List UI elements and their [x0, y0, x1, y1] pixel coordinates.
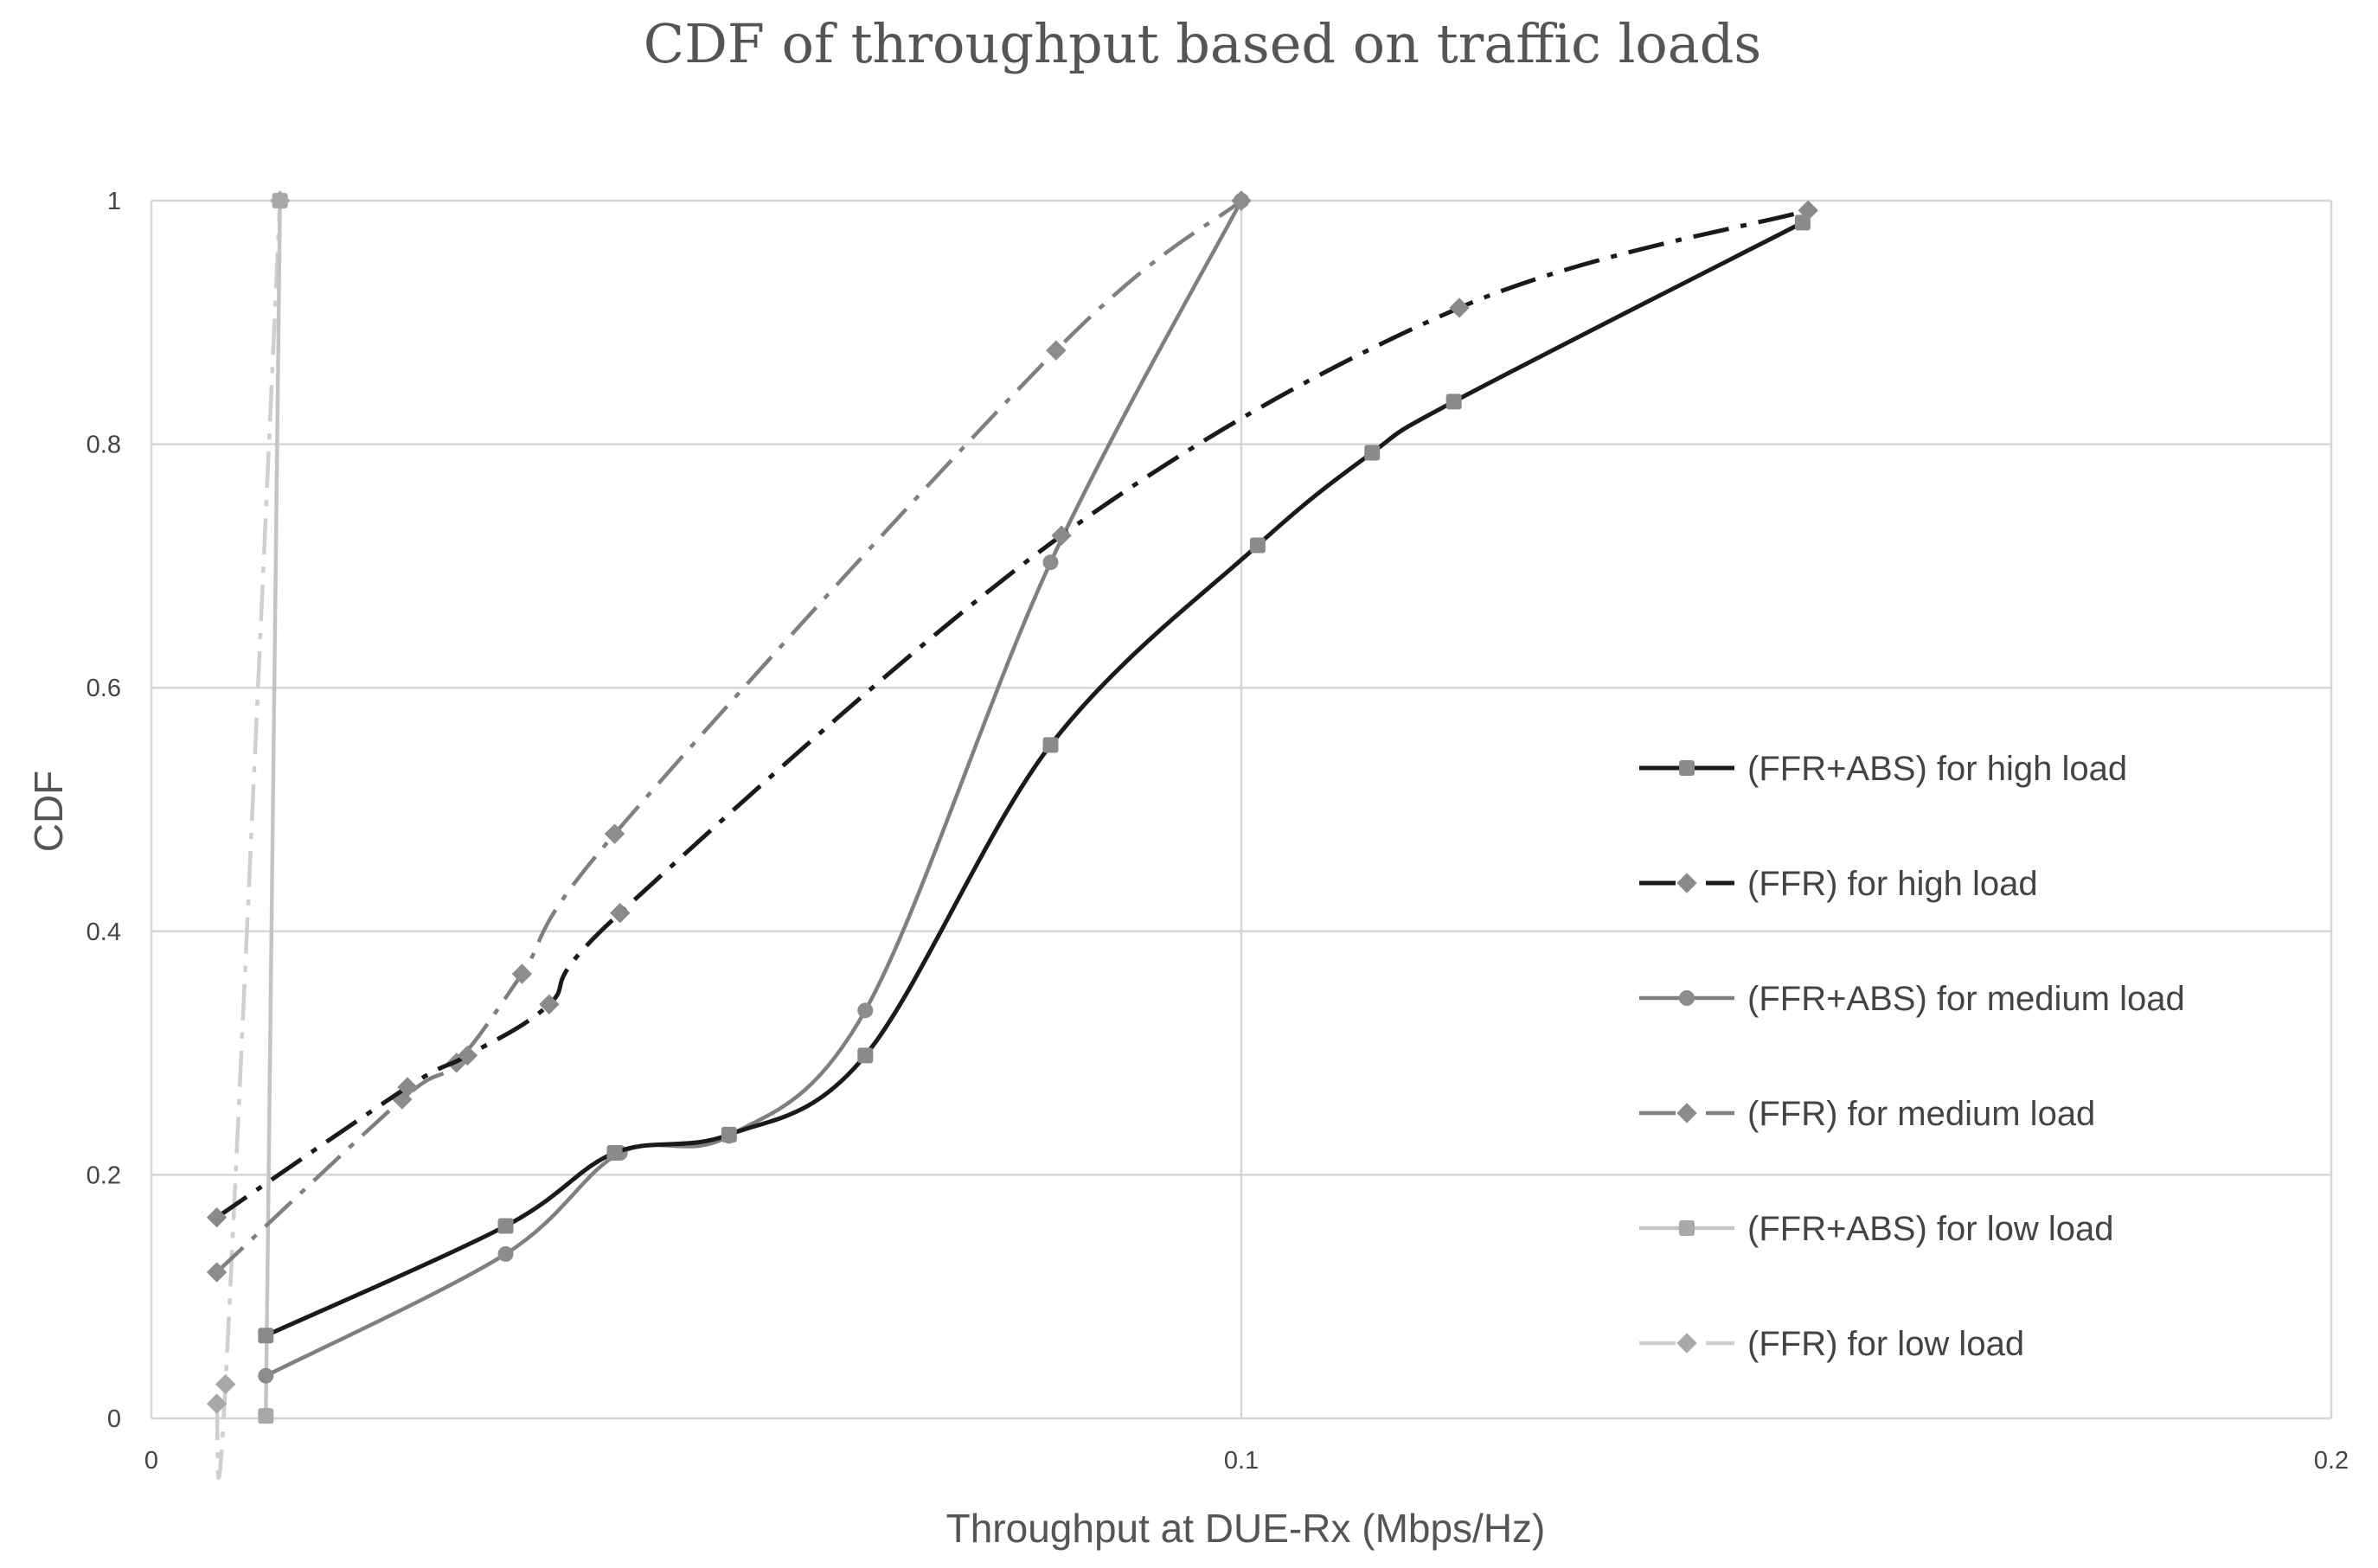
- data-point: [1042, 737, 1059, 753]
- data-point: [258, 1408, 274, 1424]
- legend-marker: [1676, 1333, 1697, 1354]
- chart-title: CDF of throughput based on traffic loads: [644, 12, 1761, 75]
- data-point: [1449, 298, 1470, 318]
- legend-label: (FFR+ABS) for low load: [1747, 1210, 2113, 1248]
- legend-item: (FFR+ABS) for medium load: [1639, 980, 2185, 1018]
- data-point: [1364, 445, 1381, 461]
- x-tick-label: 0.2: [2314, 1447, 2349, 1475]
- data-point: [397, 1077, 418, 1098]
- legend-label: (FFR) for medium load: [1747, 1095, 2095, 1133]
- series-0: [258, 214, 1811, 1344]
- legend-marker: [1676, 873, 1697, 893]
- x-axis-label: Throughput at DUE-Rx (Mbps/Hz): [946, 1506, 1546, 1551]
- data-point: [1794, 214, 1811, 231]
- legend-label: (FFR) for low load: [1747, 1325, 2024, 1363]
- data-point: [497, 1245, 514, 1262]
- data-point: [1051, 525, 1072, 546]
- series-line: [265, 221, 1804, 1338]
- y-tick-label: 0: [107, 1405, 121, 1433]
- legend-item: (FFR) for high load: [1639, 865, 2038, 903]
- data-point: [857, 1047, 874, 1064]
- series-2: [258, 193, 1249, 1384]
- legend: (FFR+ABS) for high load (FFR) for high lo…: [1639, 750, 2185, 1363]
- axes: 0 0.2 0.4 0.6 0.8 1 0 0.1 0.2: [87, 188, 2349, 1475]
- y-tick-label: 0.8: [87, 432, 121, 459]
- y-tick-label: 0.4: [87, 918, 121, 946]
- data-point: [539, 994, 560, 1014]
- legend-item: (FFR) for medium load: [1639, 1095, 2095, 1133]
- y-tick-label: 1: [107, 188, 121, 215]
- series-line: [264, 200, 282, 1417]
- data-point: [1046, 340, 1067, 361]
- data-point: [272, 193, 288, 208]
- legend-marker: [1679, 990, 1695, 1006]
- data-point: [1234, 193, 1249, 208]
- legend-label: (FFR+ABS) for medium load: [1747, 980, 2185, 1018]
- x-tick-label: 0: [144, 1447, 158, 1475]
- legend-marker: [1679, 760, 1695, 776]
- data-point: [206, 1393, 228, 1414]
- legend-item: (FFR) for low load: [1639, 1325, 2024, 1363]
- data-point: [604, 823, 625, 844]
- legend-item: (FFR+ABS) for high load: [1639, 750, 2127, 788]
- data-point: [1445, 394, 1462, 410]
- data-point: [610, 902, 631, 924]
- data-point: [206, 1206, 228, 1228]
- series-1: [206, 200, 1818, 1228]
- series-4: [258, 193, 288, 1424]
- x-tick-label: 0.1: [1224, 1447, 1259, 1475]
- y-tick-label: 0.2: [87, 1162, 121, 1189]
- data-point: [258, 1328, 274, 1344]
- data-point: [497, 1218, 514, 1234]
- legend-marker: [1676, 1103, 1697, 1123]
- y-tick-label: 0.6: [87, 675, 121, 702]
- data-point: [215, 1373, 236, 1395]
- data-point: [606, 1145, 623, 1162]
- data-point: [857, 1002, 874, 1019]
- legend-item: (FFR+ABS) for low load: [1639, 1210, 2113, 1248]
- data-point: [1249, 537, 1266, 554]
- data-point: [511, 963, 533, 984]
- legend-label: (FFR) for high load: [1747, 865, 2038, 903]
- data-point: [206, 1262, 228, 1283]
- data-point: [258, 1367, 274, 1384]
- legend-label: (FFR+ABS) for high load: [1747, 750, 2127, 788]
- data-point: [721, 1126, 737, 1142]
- data-point: [457, 1045, 478, 1066]
- legend-marker: [1679, 1220, 1695, 1236]
- y-axis-label: CDF: [26, 771, 71, 853]
- plot-area: [206, 190, 1818, 1481]
- data-point: [1042, 554, 1059, 571]
